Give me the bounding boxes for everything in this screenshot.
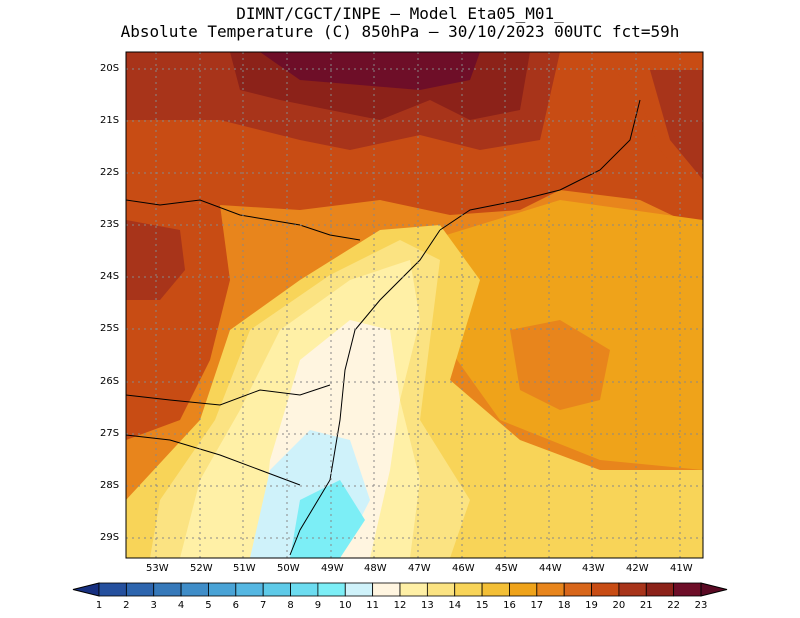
colorbar-label: 19: [585, 600, 598, 611]
colorbar-swatch: [262, 582, 291, 597]
colorbar-swatch: [290, 582, 319, 597]
colorbar-label: 14: [448, 600, 462, 611]
lat-label-28s: 28S: [100, 480, 120, 491]
colorbar-label: 2: [123, 600, 130, 611]
colorbar-swatch: [153, 582, 182, 597]
colorbar-label: 7: [259, 600, 267, 611]
lat-label-27s: 27S: [100, 428, 120, 439]
colorbar-swatch: [509, 582, 538, 597]
colorbar-label: 20: [612, 600, 626, 611]
colorbar-swatch: [481, 582, 510, 597]
lat-label-20s: 20S: [100, 63, 120, 74]
lon-label-50w: 50W: [277, 563, 300, 574]
lon-label-43w: 43W: [582, 563, 605, 574]
colorbar-swatch: [591, 582, 620, 597]
lat-label-25s: 25S: [100, 323, 120, 334]
lon-label-51w: 51W: [233, 563, 256, 574]
colorbar-label: 9: [314, 600, 322, 611]
lat-label-23s: 23S: [100, 219, 120, 230]
lat-label-24s: 24S: [100, 271, 120, 282]
colorbar-swatch: [426, 582, 456, 597]
colorbar-swatch: [372, 582, 401, 597]
colorbar-swatch: [125, 582, 155, 597]
colorbar-under-arrow: [72, 582, 100, 597]
colorbar-swatch: [344, 582, 374, 597]
lat-label-29s: 29S: [100, 532, 120, 543]
lon-label-49w: 49W: [321, 563, 344, 574]
colorbar-swatch: [317, 582, 346, 597]
colorbar-swatch: [536, 582, 565, 597]
colorbar-label: 16: [503, 600, 516, 611]
colorbar-label: 15: [475, 600, 489, 611]
colorbar-label: 17: [530, 600, 544, 611]
plot-frame: [125, 51, 704, 559]
colorbar-swatch: [98, 582, 127, 597]
lon-label-53w: 53W: [146, 563, 169, 574]
colorbar-label: 5: [205, 600, 212, 611]
colorbar-swatch: [208, 582, 237, 597]
colorbar: [72, 582, 728, 597]
colorbar-label: 18: [557, 600, 571, 611]
lat-label-21s: 21S: [100, 115, 120, 126]
lon-label-42w: 42W: [626, 563, 649, 574]
colorbar-swatch: [180, 582, 209, 597]
colorbar-label: 6: [232, 600, 239, 611]
lon-label-47w: 47W: [408, 563, 431, 574]
colorbar-label: 21: [639, 600, 653, 611]
graticule: [126, 52, 703, 558]
lon-label-48w: 48W: [364, 563, 387, 574]
colorbar-swatch: [399, 582, 428, 597]
lon-label-45w: 45W: [495, 563, 518, 574]
lat-label-22s: 22S: [100, 167, 120, 178]
colorbar-label: 3: [150, 600, 157, 611]
colorbar-label: 11: [366, 600, 379, 611]
colorbar-swatch: [563, 582, 592, 597]
colorbar-over-arrow: [700, 582, 728, 597]
map-title-line2: Absolute Temperature (C) 850hPa – 30/10/…: [120, 22, 680, 41]
colorbar-label: 12: [393, 600, 407, 611]
colorbar-label: 1: [95, 600, 103, 611]
colorbar-label: 8: [287, 600, 294, 611]
lat-label-26s: 26S: [100, 376, 120, 387]
colorbar-swatch: [645, 582, 675, 597]
colorbar-swatch: [673, 582, 702, 597]
lon-label-41w: 41W: [670, 563, 693, 574]
colorbar-label: 4: [177, 600, 185, 611]
temperature-field: [126, 52, 703, 558]
coastline-borders: [126, 99, 641, 556]
lon-label-44w: 44W: [539, 563, 562, 574]
map-title-line1: DIMNT/CGCT/INPE – Model Eta05_M01_: [236, 4, 564, 23]
colorbar-label: 10: [338, 600, 352, 611]
colorbar-label: 23: [694, 600, 708, 611]
colorbar-swatch: [618, 582, 647, 597]
colorbar-label: 22: [667, 600, 680, 611]
colorbar-label: 13: [420, 600, 434, 611]
lon-label-46w: 46W: [452, 563, 475, 574]
colorbar-swatch: [454, 582, 483, 597]
colorbar-swatch: [235, 582, 264, 597]
lon-label-52w: 52W: [190, 563, 213, 574]
